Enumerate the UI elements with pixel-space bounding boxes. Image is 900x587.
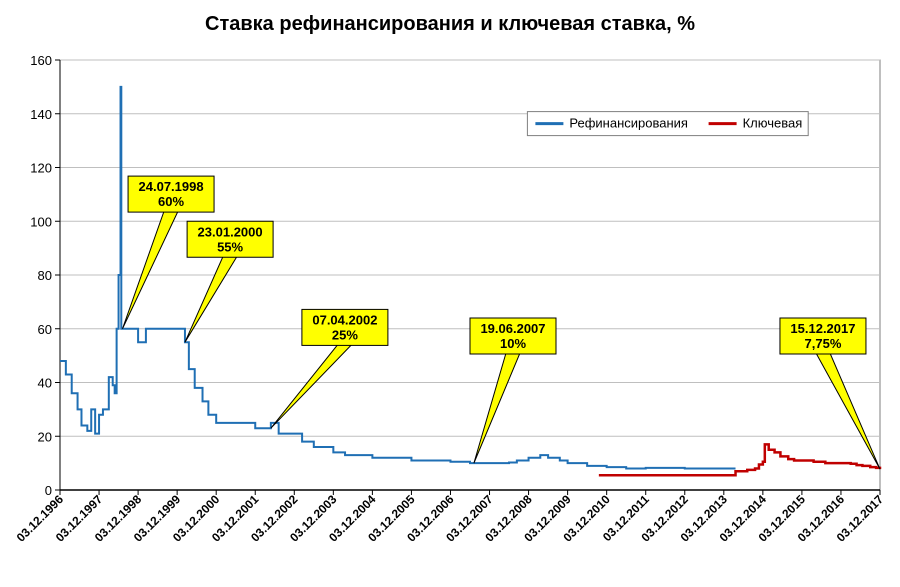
callout-value: 55% (217, 239, 243, 254)
callout-value: 25% (332, 327, 358, 342)
y-tick-label: 40 (38, 376, 52, 391)
y-tick-label: 140 (30, 107, 52, 122)
callout-date: 19.06.2007 (480, 321, 545, 336)
y-tick-label: 0 (45, 483, 52, 498)
callout-date: 23.01.2000 (198, 224, 263, 239)
chart-container: { "title": "Ставка рефинансирования и кл… (0, 0, 900, 587)
callout-date: 07.04.2002 (312, 312, 377, 327)
y-tick-label: 120 (30, 161, 52, 176)
callout-date: 15.12.2017 (790, 321, 855, 336)
callout-value: 60% (158, 194, 184, 209)
callout-date: 24.07.1998 (139, 179, 204, 194)
y-tick-label: 20 (38, 429, 52, 444)
legend: Рефинансирования Ключевая (527, 112, 808, 136)
y-tick-label: 80 (38, 268, 52, 283)
legend-label: Ключевая (743, 116, 803, 131)
y-tick-label: 160 (30, 53, 52, 68)
chart-title: Ставка рефинансирования и ключевая ставк… (205, 13, 695, 35)
callout-value: 10% (500, 336, 526, 351)
legend-label: Рефинансирования (569, 116, 688, 131)
callout-value: 7,75% (805, 336, 842, 351)
y-tick-label: 100 (30, 214, 52, 229)
y-tick-label: 60 (38, 322, 52, 337)
chart-svg: Ставка рефинансирования и ключевая ставк… (0, 0, 900, 587)
